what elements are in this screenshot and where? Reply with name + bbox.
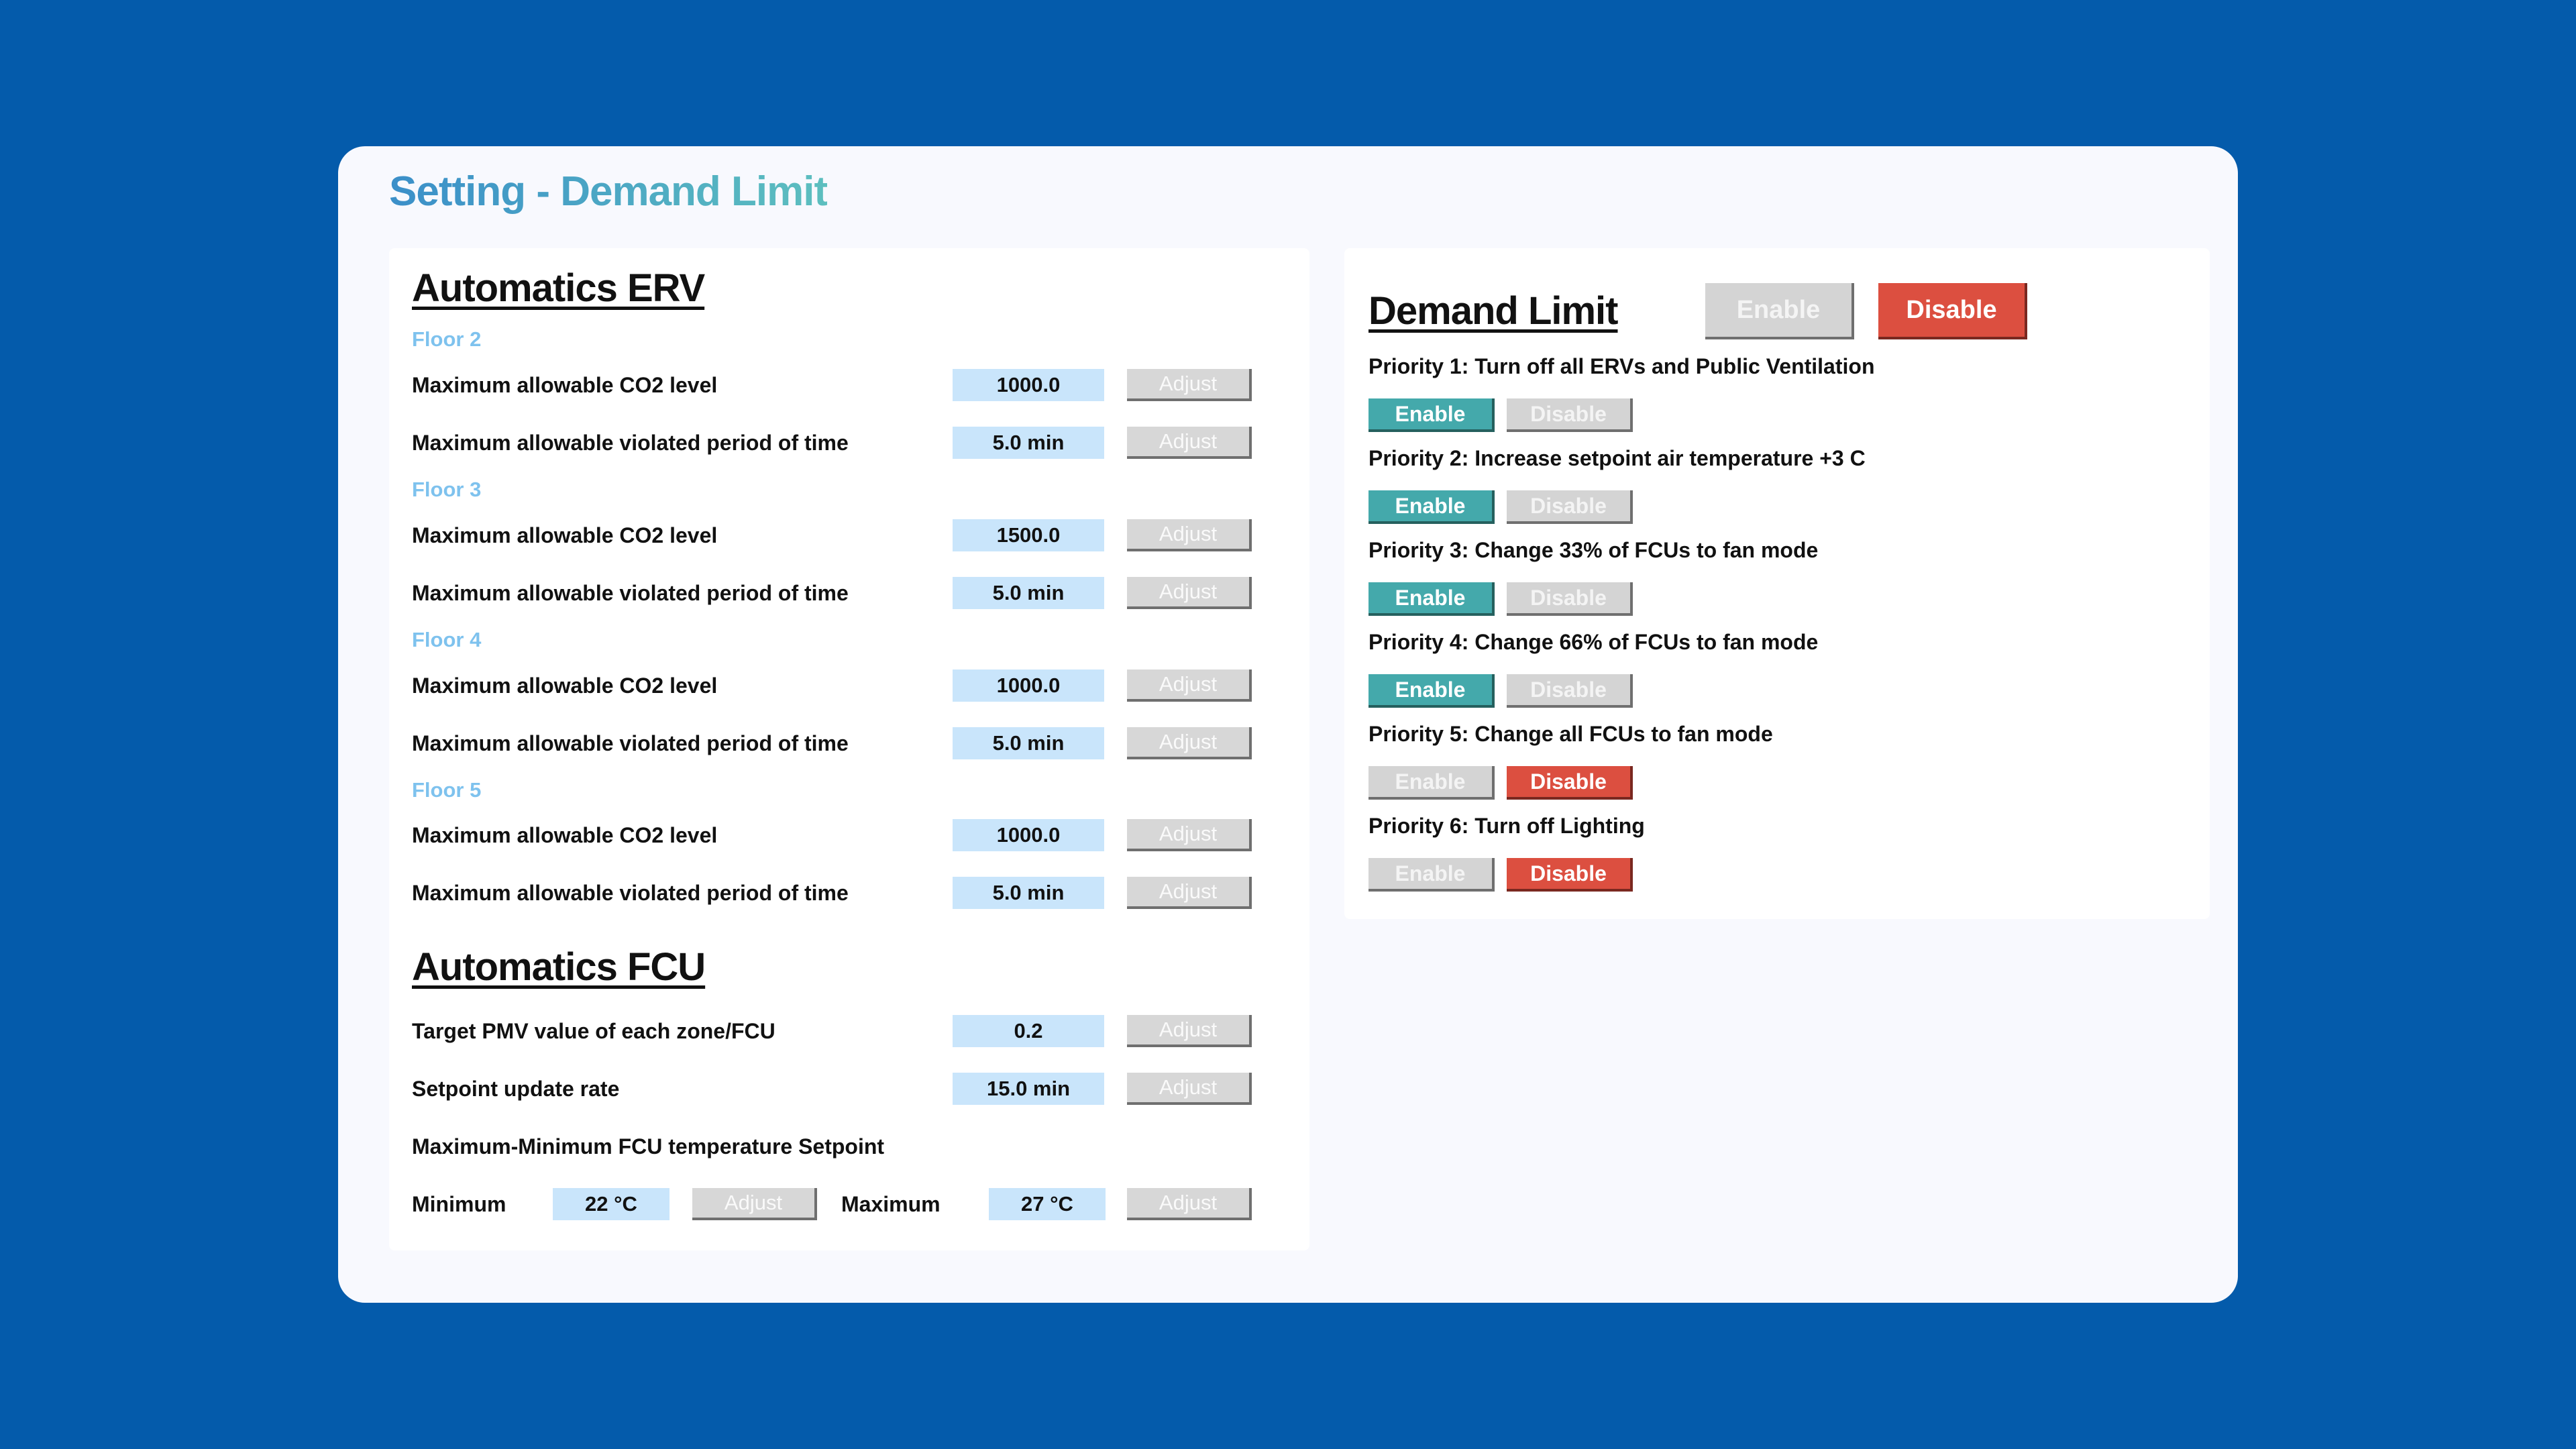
floor-label: Floor 4 <box>412 628 482 651</box>
adjust-co2-button[interactable]: Adjust <box>1127 519 1252 551</box>
fcu-section-title: Automatics FCU <box>412 945 706 989</box>
setpoint-range-label: Maximum-Minimum FCU temperature Setpoint <box>412 1134 885 1159</box>
adjust-co2-button[interactable]: Adjust <box>1127 669 1252 702</box>
pmv-label: Target PMV value of each zone/FCU <box>412 1019 775 1043</box>
priority-3-disable-button[interactable]: Disable <box>1507 582 1633 616</box>
page-title: Setting - Demand Limit <box>389 168 828 215</box>
minimum-label: Minimum <box>412 1192 506 1216</box>
priority-5-disable-button[interactable]: Disable <box>1507 766 1633 800</box>
adjust-co2-button[interactable]: Adjust <box>1127 369 1252 401</box>
priority-2-disable-button[interactable]: Disable <box>1507 490 1633 524</box>
automatics-panel: Automatics ERV Floor 2 Maximum allowable… <box>389 248 1309 1250</box>
maximum-temp-value: 27 °C <box>989 1188 1106 1220</box>
co2-level-value: 1000.0 <box>953 669 1104 702</box>
adjust-period-button[interactable]: Adjust <box>1127 877 1252 909</box>
violated-period-label: Maximum allowable violated period of tim… <box>412 581 849 605</box>
settings-window: Setting - Demand Limit Automatics ERV Fl… <box>338 146 2238 1303</box>
priority-6-enable-button[interactable]: Enable <box>1368 858 1495 892</box>
update-rate-label: Setpoint update rate <box>412 1077 620 1101</box>
adjust-period-button[interactable]: Adjust <box>1127 577 1252 609</box>
co2-level-label: Maximum allowable CO2 level <box>412 823 718 847</box>
co2-level-value: 1500.0 <box>953 519 1104 551</box>
priority-1-enable-button[interactable]: Enable <box>1368 398 1495 432</box>
violated-period-value: 5.0 min <box>953 877 1104 909</box>
adjust-rate-button[interactable]: Adjust <box>1127 1073 1252 1105</box>
priority-1-disable-button[interactable]: Disable <box>1507 398 1633 432</box>
priority-6-disable-button[interactable]: Disable <box>1507 858 1633 892</box>
minimum-temp-value: 22 °C <box>553 1188 669 1220</box>
priority-2-label: Priority 2: Increase setpoint air temper… <box>1368 446 1866 470</box>
violated-period-label: Maximum allowable violated period of tim… <box>412 431 849 455</box>
priority-2-enable-button[interactable]: Enable <box>1368 490 1495 524</box>
violated-period-value: 5.0 min <box>953 577 1104 609</box>
update-rate-value: 15.0 min <box>953 1073 1104 1105</box>
priority-4-label: Priority 4: Change 66% of FCUs to fan mo… <box>1368 630 1819 654</box>
adjust-pmv-button[interactable]: Adjust <box>1127 1015 1252 1047</box>
priority-5-label: Priority 5: Change all FCUs to fan mode <box>1368 722 1773 746</box>
priority-3-label: Priority 3: Change 33% of FCUs to fan mo… <box>1368 538 1819 562</box>
maximum-label: Maximum <box>841 1192 941 1216</box>
adjust-period-button[interactable]: Adjust <box>1127 727 1252 759</box>
priority-4-disable-button[interactable]: Disable <box>1507 674 1633 708</box>
floor-label: Floor 5 <box>412 778 482 802</box>
co2-level-label: Maximum allowable CO2 level <box>412 373 718 397</box>
co2-level-label: Maximum allowable CO2 level <box>412 523 718 547</box>
priority-6-label: Priority 6: Turn off Lighting <box>1368 814 1645 838</box>
violated-period-value: 5.0 min <box>953 427 1104 459</box>
floor-label: Floor 2 <box>412 327 482 351</box>
demand-limit-panel: Demand Limit Enable Disable Priority 1: … <box>1344 248 2210 919</box>
demand-limit-disable-button[interactable]: Disable <box>1878 283 2027 339</box>
floor-label: Floor 3 <box>412 478 482 501</box>
demand-limit-title: Demand Limit <box>1368 289 1618 333</box>
violated-period-label: Maximum allowable violated period of tim… <box>412 881 849 905</box>
co2-level-value: 1000.0 <box>953 369 1104 401</box>
violated-period-value: 5.0 min <box>953 727 1104 759</box>
violated-period-label: Maximum allowable violated period of tim… <box>412 731 849 755</box>
demand-limit-enable-button[interactable]: Enable <box>1705 283 1854 339</box>
adjust-minimum-button[interactable]: Adjust <box>692 1188 817 1220</box>
pmv-value: 0.2 <box>953 1015 1104 1047</box>
erv-section-title: Automatics ERV <box>412 266 705 310</box>
priority-1-label: Priority 1: Turn off all ERVs and Public… <box>1368 354 1875 378</box>
priority-5-enable-button[interactable]: Enable <box>1368 766 1495 800</box>
adjust-maximum-button[interactable]: Adjust <box>1127 1188 1252 1220</box>
adjust-co2-button[interactable]: Adjust <box>1127 819 1252 851</box>
co2-level-value: 1000.0 <box>953 819 1104 851</box>
adjust-period-button[interactable]: Adjust <box>1127 427 1252 459</box>
priority-3-enable-button[interactable]: Enable <box>1368 582 1495 616</box>
co2-level-label: Maximum allowable CO2 level <box>412 674 718 698</box>
priority-4-enable-button[interactable]: Enable <box>1368 674 1495 708</box>
